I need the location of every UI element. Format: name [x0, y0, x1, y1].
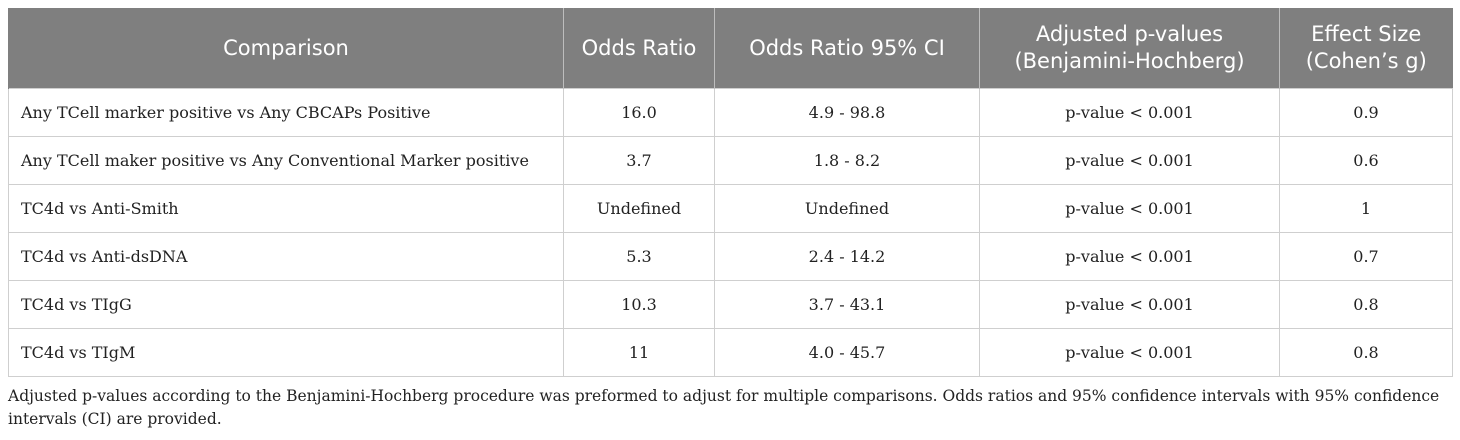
cell-comparison: TC4d vs TIgG: [8, 280, 564, 329]
results-table: Comparison Odds Ratio Odds Ratio 95% CI …: [8, 8, 1453, 377]
cell-p-value: p-value < 0.001: [979, 88, 1280, 137]
cell-p-value: p-value < 0.001: [979, 232, 1280, 281]
cell-odds-ratio-ci: 2.4 - 14.2: [714, 232, 980, 281]
cell-effect-size: 0.8: [1279, 280, 1453, 329]
header-comparison: Comparison: [8, 8, 564, 89]
table-figure: Comparison Odds Ratio Odds Ratio 95% CI …: [8, 8, 1453, 431]
cell-odds-ratio-ci: 3.7 - 43.1: [714, 280, 980, 329]
header-row: Comparison Odds Ratio Odds Ratio 95% CI …: [8, 8, 1453, 89]
cell-odds-ratio-ci: 4.0 - 45.7: [714, 328, 980, 377]
cell-effect-size: 0.6: [1279, 136, 1453, 185]
cell-p-value: p-value < 0.001: [979, 328, 1280, 377]
cell-odds-ratio-ci: Undefined: [714, 184, 980, 233]
table-row: Any TCell maker positive vs Any Conventi…: [8, 136, 1453, 185]
table-row: TC4d vs TIgM 11 4.0 - 45.7 p-value < 0.0…: [8, 328, 1453, 377]
cell-effect-size: 0.7: [1279, 232, 1453, 281]
table-row: TC4d vs Anti-Smith Undefined Undefined p…: [8, 184, 1453, 233]
cell-effect-size: 1: [1279, 184, 1453, 233]
cell-effect-size: 0.8: [1279, 328, 1453, 377]
header-adjusted-p-values: Adjusted p-values (Benjamini-Hochberg): [979, 8, 1280, 89]
cell-comparison: Any TCell maker positive vs Any Conventi…: [8, 136, 564, 185]
cell-odds-ratio-ci: 4.9 - 98.8: [714, 88, 980, 137]
cell-odds-ratio: 10.3: [563, 280, 715, 329]
cell-odds-ratio: Undefined: [563, 184, 715, 233]
header-odds-ratio-ci: Odds Ratio 95% CI: [714, 8, 980, 89]
cell-odds-ratio: 11: [563, 328, 715, 377]
table-row: TC4d vs Anti-dsDNA 5.3 2.4 - 14.2 p-valu…: [8, 232, 1453, 281]
cell-comparison: Any TCell marker positive vs Any CBCAPs …: [8, 88, 564, 137]
cell-odds-ratio: 3.7: [563, 136, 715, 185]
cell-odds-ratio: 16.0: [563, 88, 715, 137]
cell-p-value: p-value < 0.001: [979, 184, 1280, 233]
table-footnote: Adjusted p-values according to the Benja…: [8, 387, 1440, 428]
cell-effect-size: 0.9: [1279, 88, 1453, 137]
table-row: Any TCell marker positive vs Any CBCAPs …: [8, 88, 1453, 137]
cell-comparison: TC4d vs TIgM: [8, 328, 564, 377]
cell-comparison: TC4d vs Anti-Smith: [8, 184, 564, 233]
table-row: TC4d vs TIgG 10.3 3.7 - 43.1 p-value < 0…: [8, 280, 1453, 329]
cell-odds-ratio-ci: 1.8 - 8.2: [714, 136, 980, 185]
cell-p-value: p-value < 0.001: [979, 136, 1280, 185]
cell-odds-ratio: 5.3: [563, 232, 715, 281]
header-odds-ratio: Odds Ratio: [563, 8, 715, 89]
header-effect-size: Effect Size (Cohen’s g): [1279, 8, 1453, 89]
cell-p-value: p-value < 0.001: [979, 280, 1280, 329]
cell-comparison: TC4d vs Anti-dsDNA: [8, 232, 564, 281]
